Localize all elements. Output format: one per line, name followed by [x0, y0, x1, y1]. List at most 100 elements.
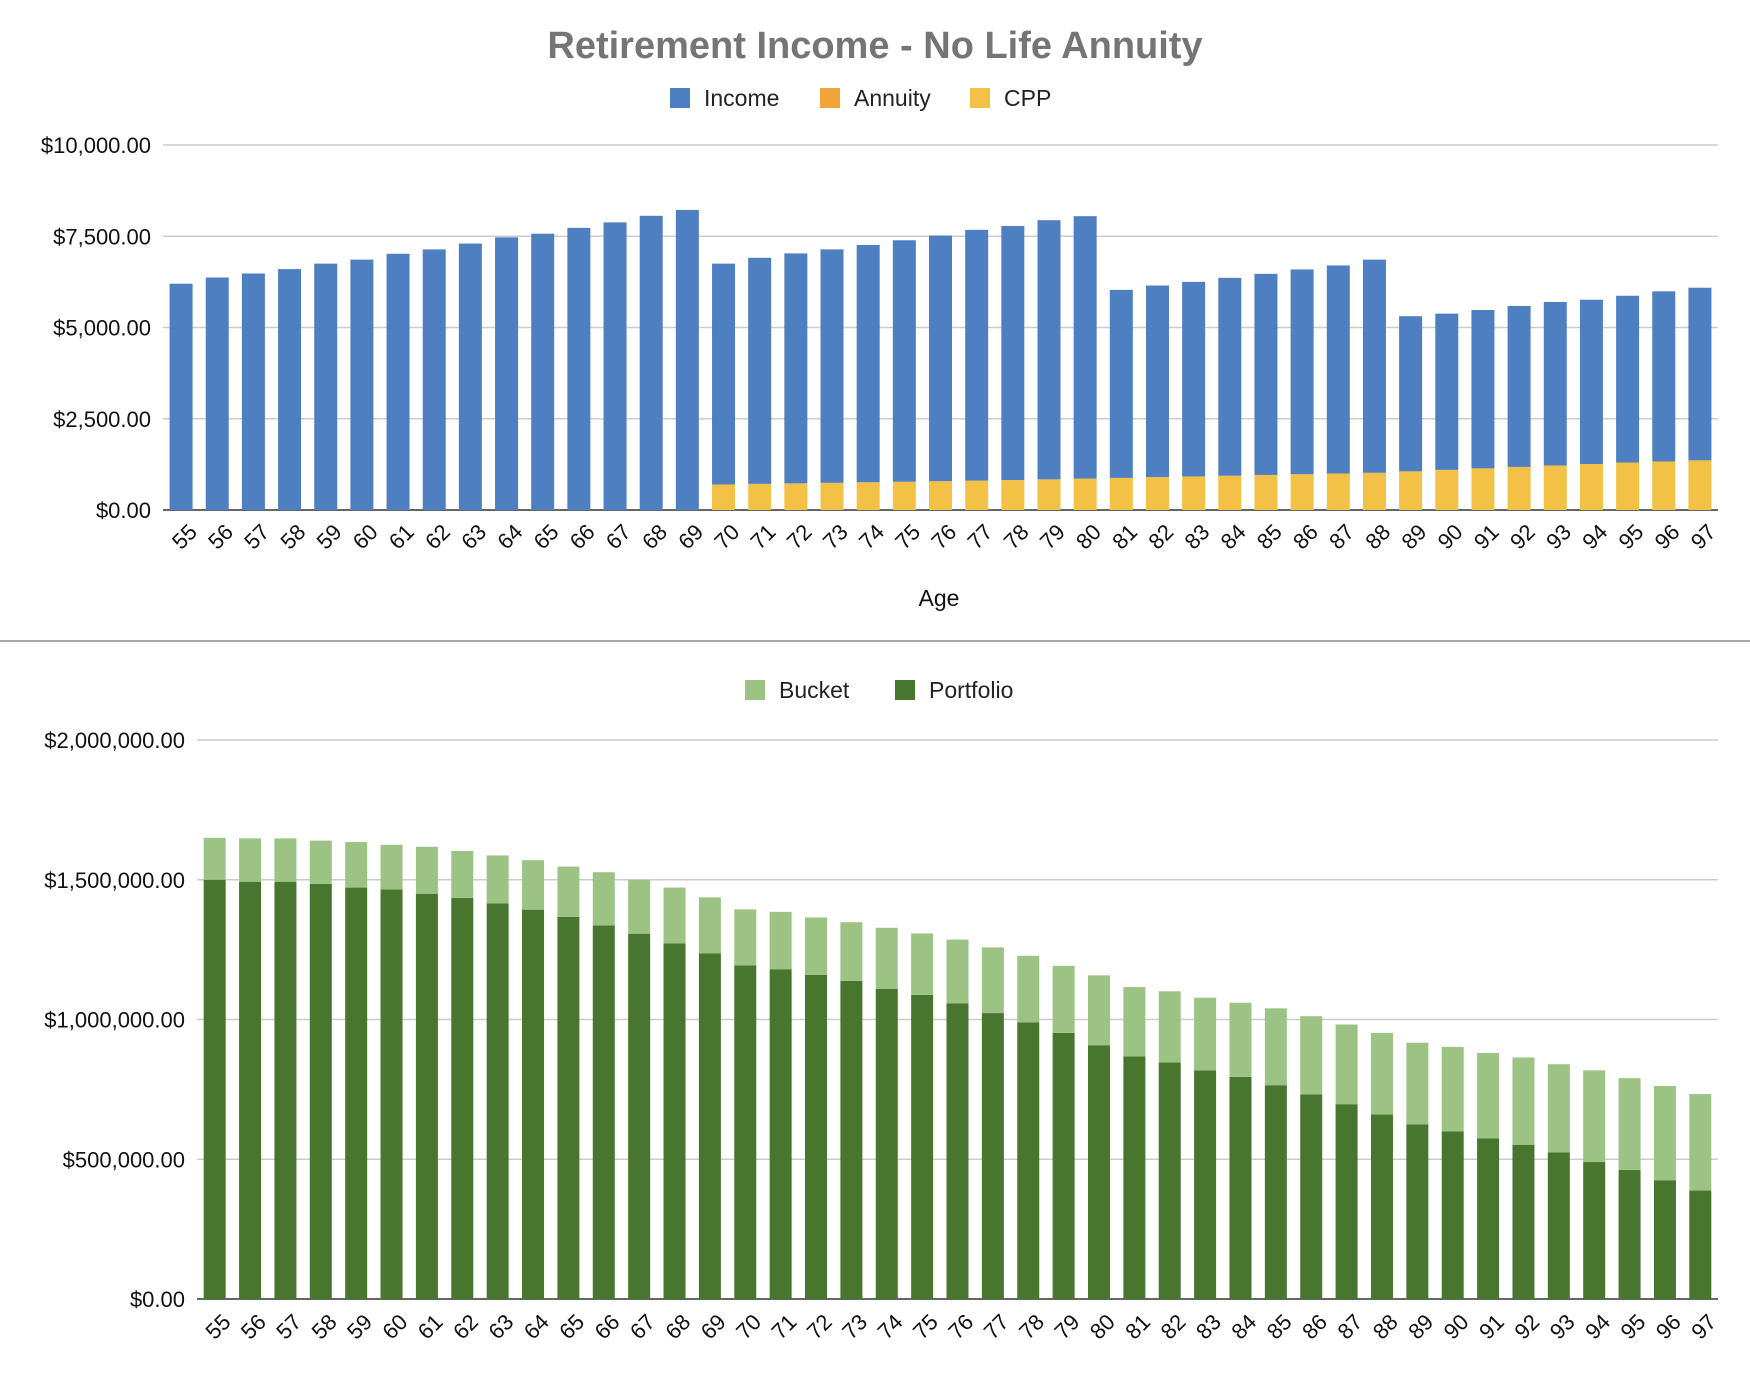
portfolio-x-tick-label: 80 [1085, 1309, 1120, 1344]
income-x-tick-label: 92 [1505, 519, 1540, 554]
portfolio-bar-bucket-60 [380, 844, 403, 890]
income-x-tick-label: 79 [1035, 519, 1070, 554]
portfolio-bar-bucket-72 [805, 917, 828, 975]
income-legend-item-income[interactable]: Income [670, 85, 779, 111]
portfolio-x-tick-label: 69 [696, 1309, 731, 1344]
income-bar-income-73 [820, 249, 844, 483]
portfolio-x-tick-label: 85 [1262, 1309, 1297, 1344]
income-bar-cpp-73 [820, 482, 844, 510]
income-x-tick-label: 61 [384, 519, 419, 554]
portfolio-legend-item-portfolio[interactable]: Portfolio [895, 677, 1013, 703]
income-x-tick-label: 70 [709, 519, 744, 554]
income-bar-cpp-70 [712, 484, 736, 510]
income-bar-income-81 [1109, 289, 1133, 478]
portfolio-bar-portfolio-77 [981, 1013, 1004, 1299]
income-bar-income-75 [892, 240, 916, 482]
income-bar-income-96 [1652, 291, 1676, 462]
income-bar-income-84 [1218, 277, 1242, 476]
income-legend-item-cpp[interactable]: CPP [970, 85, 1051, 111]
portfolio-x-tick-label: 81 [1120, 1309, 1155, 1344]
income-bar-income-58 [278, 269, 302, 510]
portfolio-bar-portfolio-68 [663, 943, 686, 1299]
income-chart-title: Retirement Income - No Life Annuity [547, 25, 1202, 67]
portfolio-x-tick-label: 68 [660, 1309, 695, 1344]
portfolio-legend-item-bucket[interactable]: Bucket [745, 677, 850, 703]
income-x-tick-label: 93 [1541, 519, 1576, 554]
income-bar-income-57 [241, 273, 265, 510]
portfolio-bar-bucket-74 [875, 927, 898, 989]
portfolio-x-tick-label: 63 [484, 1309, 519, 1344]
portfolio-bar-bucket-76 [946, 939, 969, 1004]
portfolio-x-tick-label: 61 [413, 1309, 448, 1344]
income-bar-cpp-81 [1109, 477, 1133, 510]
portfolio-bar-portfolio-92 [1512, 1144, 1535, 1299]
income-bar-income-85 [1254, 273, 1278, 475]
portfolio-x-tick-label: 87 [1332, 1309, 1367, 1344]
income-bar-cpp-84 [1218, 475, 1242, 510]
portfolio-x-tick-label: 91 [1474, 1309, 1509, 1344]
portfolio-bar-portfolio-72 [805, 974, 828, 1299]
portfolio-x-tick-label: 60 [377, 1309, 412, 1344]
income-bar-income-56 [205, 277, 229, 510]
portfolio-bar-bucket-70 [734, 909, 757, 966]
income-bar-income-61 [386, 253, 410, 510]
income-legend-item-annuity[interactable]: Annuity [820, 85, 931, 111]
portfolio-legend-swatch-bucket [745, 680, 765, 700]
portfolio-bar-portfolio-71 [769, 969, 792, 1299]
income-bar-income-95 [1616, 295, 1640, 463]
portfolio-y-tick-label: $1,500,000.00 [44, 868, 185, 893]
portfolio-bar-portfolio-67 [628, 933, 651, 1299]
portfolio-legend-label-portfolio: Portfolio [929, 677, 1013, 703]
portfolio-chart: Bucket Portfolio $0.00 $500,000.00 $1,000,0… [44, 677, 1721, 1344]
portfolio-x-tick-label: 86 [1297, 1309, 1332, 1344]
income-x-tick-label: 71 [746, 519, 781, 554]
income-chart: Retirement Income - No Life Annuity Inco… [41, 25, 1721, 611]
portfolio-bar-portfolio-65 [557, 916, 580, 1299]
portfolio-chart-bars [203, 837, 1712, 1299]
income-bar-income-83 [1182, 281, 1206, 477]
income-x-tick-label: 90 [1433, 519, 1468, 554]
income-bar-income-60 [350, 259, 374, 510]
portfolio-bar-portfolio-82 [1158, 1062, 1181, 1299]
income-bar-income-64 [495, 237, 519, 510]
income-bar-income-87 [1326, 265, 1350, 474]
portfolio-bar-portfolio-91 [1477, 1138, 1500, 1299]
portfolio-y-tick-label: $500,000.00 [63, 1147, 185, 1172]
portfolio-bar-portfolio-87 [1335, 1104, 1358, 1299]
portfolio-bar-bucket-85 [1264, 1008, 1287, 1086]
portfolio-x-tick-label: 96 [1651, 1309, 1686, 1344]
portfolio-x-tick-label: 62 [448, 1309, 483, 1344]
income-bar-cpp-87 [1326, 473, 1350, 510]
portfolio-chart-legend: Bucket Portfolio [745, 677, 1013, 703]
income-x-tick-label: 83 [1179, 519, 1214, 554]
portfolio-bar-bucket-87 [1335, 1024, 1358, 1105]
income-x-tick-label: 94 [1577, 519, 1612, 554]
income-x-tick-label: 66 [565, 519, 600, 554]
portfolio-bar-bucket-81 [1123, 987, 1146, 1057]
income-x-tick-label: 57 [239, 519, 274, 554]
income-bar-income-72 [784, 253, 808, 484]
income-x-tick-label: 87 [1324, 519, 1359, 554]
portfolio-bar-bucket-84 [1229, 1002, 1252, 1077]
portfolio-bar-portfolio-85 [1264, 1085, 1287, 1299]
portfolio-bar-portfolio-94 [1583, 1162, 1606, 1299]
income-bar-income-59 [314, 263, 338, 510]
income-x-tick-label: 72 [782, 519, 817, 554]
portfolio-bar-bucket-89 [1406, 1042, 1429, 1125]
income-bar-income-76 [929, 235, 952, 482]
portfolio-x-tick-label: 77 [979, 1309, 1014, 1344]
portfolio-y-tick-label: $0.00 [130, 1287, 185, 1312]
income-bar-cpp-72 [784, 483, 808, 510]
portfolio-bar-bucket-77 [981, 947, 1004, 1014]
income-x-tick-label: 65 [529, 519, 564, 554]
income-x-tick-label: 95 [1613, 519, 1648, 554]
portfolio-bar-portfolio-66 [592, 925, 615, 1299]
income-x-tick-label: 84 [1216, 519, 1251, 554]
portfolio-x-tick-label: 90 [1439, 1309, 1474, 1344]
income-bar-income-79 [1037, 220, 1061, 480]
income-bar-income-97 [1688, 287, 1712, 461]
income-x-tick-label: 85 [1252, 519, 1287, 554]
income-legend-swatch-cpp [970, 88, 990, 108]
income-x-tick-label: 58 [275, 519, 310, 554]
